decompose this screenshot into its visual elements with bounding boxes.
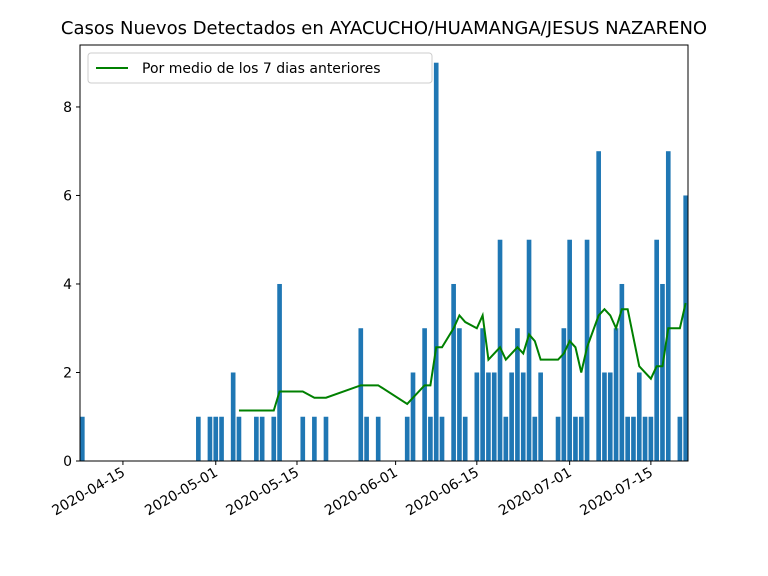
bar-33: [515, 328, 520, 461]
bar-21: [433, 62, 439, 462]
bar-3: [213, 416, 219, 461]
chart-title: Casos Nuevos Detectados en AYACUCHO/HUAM…: [61, 18, 707, 39]
bar-1: [196, 416, 201, 461]
y-axis: 0 2 4 6 8: [63, 100, 80, 470]
bar-49: [625, 416, 630, 461]
bar-52: [642, 416, 648, 461]
bar-26: [474, 372, 480, 461]
bar-56: [665, 151, 671, 461]
bar-7: [254, 416, 259, 461]
x-axis: 2020-04-15 2020-05-01 2020-05-15 2020-06-01…: [49, 461, 656, 520]
bar-34: [520, 372, 526, 461]
bar-31: [503, 416, 509, 461]
bar-12: [312, 416, 317, 461]
x-tick-label-3: 2020-06-01: [322, 465, 400, 520]
x-tick-label-1: 2020-05-01: [142, 465, 220, 520]
y-tick-label-1: 2: [63, 365, 72, 381]
y-tick-label-2: 4: [63, 277, 72, 293]
y-tick-label-0: 0: [63, 454, 72, 470]
x-tick-label-4: 2020-06-15: [403, 465, 481, 520]
bar-8: [259, 416, 265, 461]
x-tick-label-0: 2020-04-15: [49, 465, 127, 520]
bars-group: [80, 62, 688, 462]
bar-0: [80, 416, 85, 461]
bar-27: [480, 328, 485, 461]
y-tick-label-3: 6: [63, 188, 72, 204]
bar-20: [428, 416, 433, 461]
bar-24: [457, 328, 462, 461]
bar-50: [631, 416, 636, 461]
y-tick-label-4: 8: [63, 100, 72, 116]
bar-28: [486, 372, 491, 461]
legend-box: [87, 52, 433, 84]
bar-53: [648, 416, 654, 461]
legend-label: Por medio de los 7 dias anteriores: [142, 61, 381, 77]
bar-51: [636, 372, 642, 461]
bar-54: [654, 239, 659, 461]
bar-14: [358, 328, 364, 461]
legend: Por medio de los 7 dias anteriores: [87, 52, 433, 84]
bar-2: [207, 416, 213, 461]
bar-58: [683, 195, 688, 461]
bar-17: [404, 416, 410, 461]
bar-57: [677, 416, 683, 461]
bar-15: [364, 416, 369, 461]
bar-11: [300, 416, 306, 461]
bar-13: [323, 416, 329, 461]
bar-48: [619, 283, 625, 461]
x-tick-label-6: 2020-07-15: [577, 465, 655, 520]
bar-5: [230, 372, 236, 461]
bar-44: [596, 151, 601, 461]
bar-9: [271, 416, 277, 461]
bar-35: [526, 239, 532, 461]
x-tick-label-2: 2020-05-15: [224, 465, 302, 520]
bar-22: [439, 416, 445, 461]
bar-23: [451, 283, 456, 461]
bar-29: [491, 372, 497, 461]
bar-47: [613, 328, 619, 461]
bar-32: [509, 372, 514, 461]
bar-4: [219, 416, 224, 461]
bar-16: [375, 416, 381, 461]
bar-40: [567, 239, 572, 461]
bar-42: [578, 416, 584, 461]
bar-39: [561, 328, 567, 461]
bar-36: [532, 416, 538, 461]
bar-10: [277, 283, 282, 461]
bar-38: [555, 416, 561, 461]
bar-6: [236, 416, 242, 461]
bar-41: [573, 416, 578, 461]
bar-46: [607, 372, 613, 461]
bar-45: [602, 372, 607, 461]
bar-37: [538, 372, 543, 461]
bar-19: [422, 328, 427, 461]
bar-25: [462, 416, 468, 461]
moving-average-line: [238, 302, 687, 412]
bar-30: [497, 239, 503, 461]
bar-18: [410, 372, 416, 461]
line-layer: [238, 302, 687, 412]
plot-frame: [79, 44, 689, 462]
bar-55: [660, 283, 665, 461]
x-tick-label-5: 2020-07-01: [496, 465, 574, 520]
